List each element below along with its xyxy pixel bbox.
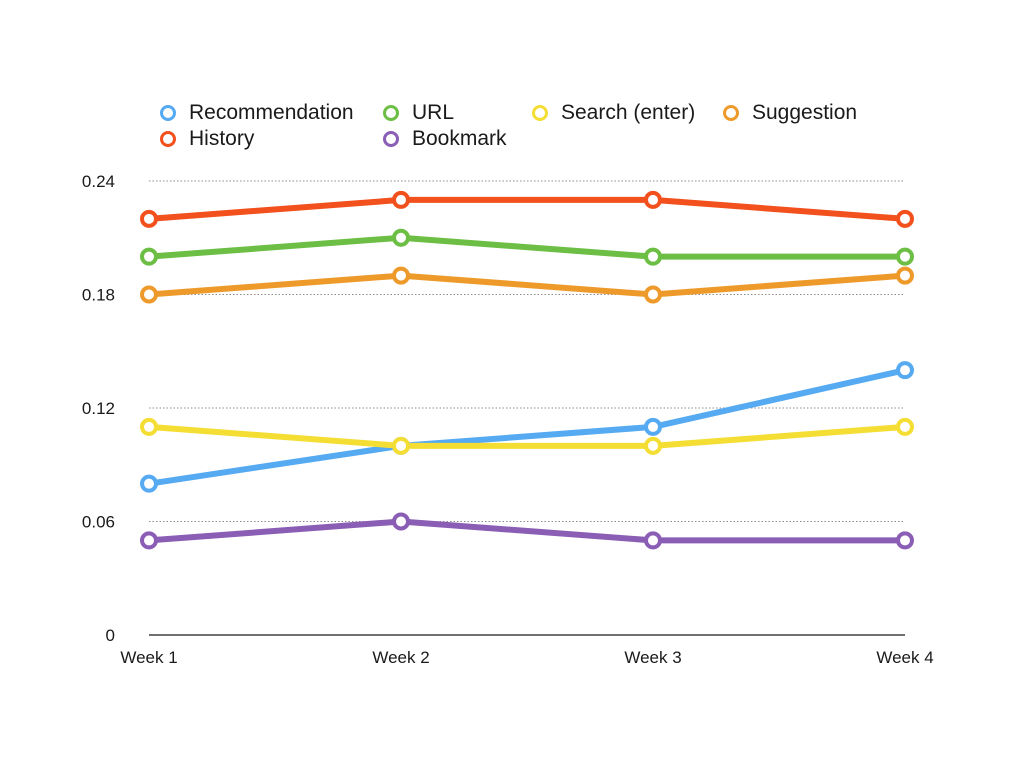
y-tick-label: 0 <box>106 626 115 645</box>
series-lines <box>146 196 908 544</box>
data-point-suggestion <box>644 285 662 304</box>
data-point-bookmark <box>896 531 914 550</box>
series-line-bookmark <box>146 518 908 544</box>
grid-lines <box>149 180 905 522</box>
y-tick-label: 0.06 <box>82 513 115 532</box>
legend-marker-bookmark <box>383 131 399 147</box>
y-tick-label: 0.18 <box>82 286 115 305</box>
data-point-search-enter <box>644 436 662 455</box>
data-point-history <box>896 209 914 228</box>
legend-marker-suggestion <box>723 105 739 121</box>
series-line-search-enter <box>146 423 908 449</box>
legend-item-suggestion: Suggestion <box>723 100 857 126</box>
data-point-url <box>644 247 662 266</box>
legend-item-history: History <box>160 126 254 152</box>
data-point-recommendation <box>644 417 662 436</box>
data-point-url <box>140 247 158 266</box>
series-line-suggestion <box>146 272 908 298</box>
series-line-recommendation <box>146 367 908 487</box>
legend-item-bookmark: Bookmark <box>383 126 507 152</box>
y-tick-label: 0.24 <box>82 172 115 191</box>
legend-marker-url <box>383 105 399 121</box>
x-tick-label: Week 4 <box>876 648 933 667</box>
data-point-search-enter <box>896 417 914 436</box>
data-point-bookmark <box>392 512 410 531</box>
y-tick-label: 0.12 <box>82 399 115 418</box>
data-point-search-enter <box>392 436 410 455</box>
data-point-recommendation <box>140 474 158 493</box>
data-point-recommendation <box>896 361 914 380</box>
legend-label-recommendation: Recommendation <box>189 101 354 124</box>
legend-label-bookmark: Bookmark <box>412 127 507 150</box>
data-point-history <box>392 190 410 209</box>
legend-label-search-enter: Search (enter) <box>561 101 696 124</box>
data-point-suggestion <box>896 266 914 285</box>
legend-item-url: URL <box>383 100 454 126</box>
legend-label-history: History <box>189 127 255 150</box>
x-tick-label: Week 3 <box>624 648 681 667</box>
legend-item-recommendation: Recommendation <box>160 100 354 126</box>
series-line-url <box>146 234 908 260</box>
data-point-history <box>140 209 158 228</box>
legend-label-suggestion: Suggestion <box>752 101 858 124</box>
x-tick-label: Week 1 <box>120 648 177 667</box>
series-points <box>140 190 914 550</box>
data-point-bookmark <box>644 531 662 550</box>
series-line-history <box>146 196 908 222</box>
legend-marker-recommendation <box>160 105 176 121</box>
data-point-url <box>392 228 410 247</box>
x-tick-label: Week 2 <box>372 648 429 667</box>
legend-item-search-enter: Search (enter) <box>532 100 695 126</box>
data-point-url <box>896 247 914 266</box>
data-point-bookmark <box>140 531 158 550</box>
data-point-history <box>644 190 662 209</box>
legend-marker-search-enter <box>532 105 548 121</box>
legend-marker-history <box>160 131 176 147</box>
data-point-suggestion <box>140 285 158 304</box>
axes: 0 0.06 0.12 0.18 0.24 Week 1 Week 2 Week 3 Week … <box>82 172 934 667</box>
data-point-suggestion <box>392 266 410 285</box>
data-point-search-enter <box>140 417 158 436</box>
legend-label-url: URL <box>412 101 455 124</box>
